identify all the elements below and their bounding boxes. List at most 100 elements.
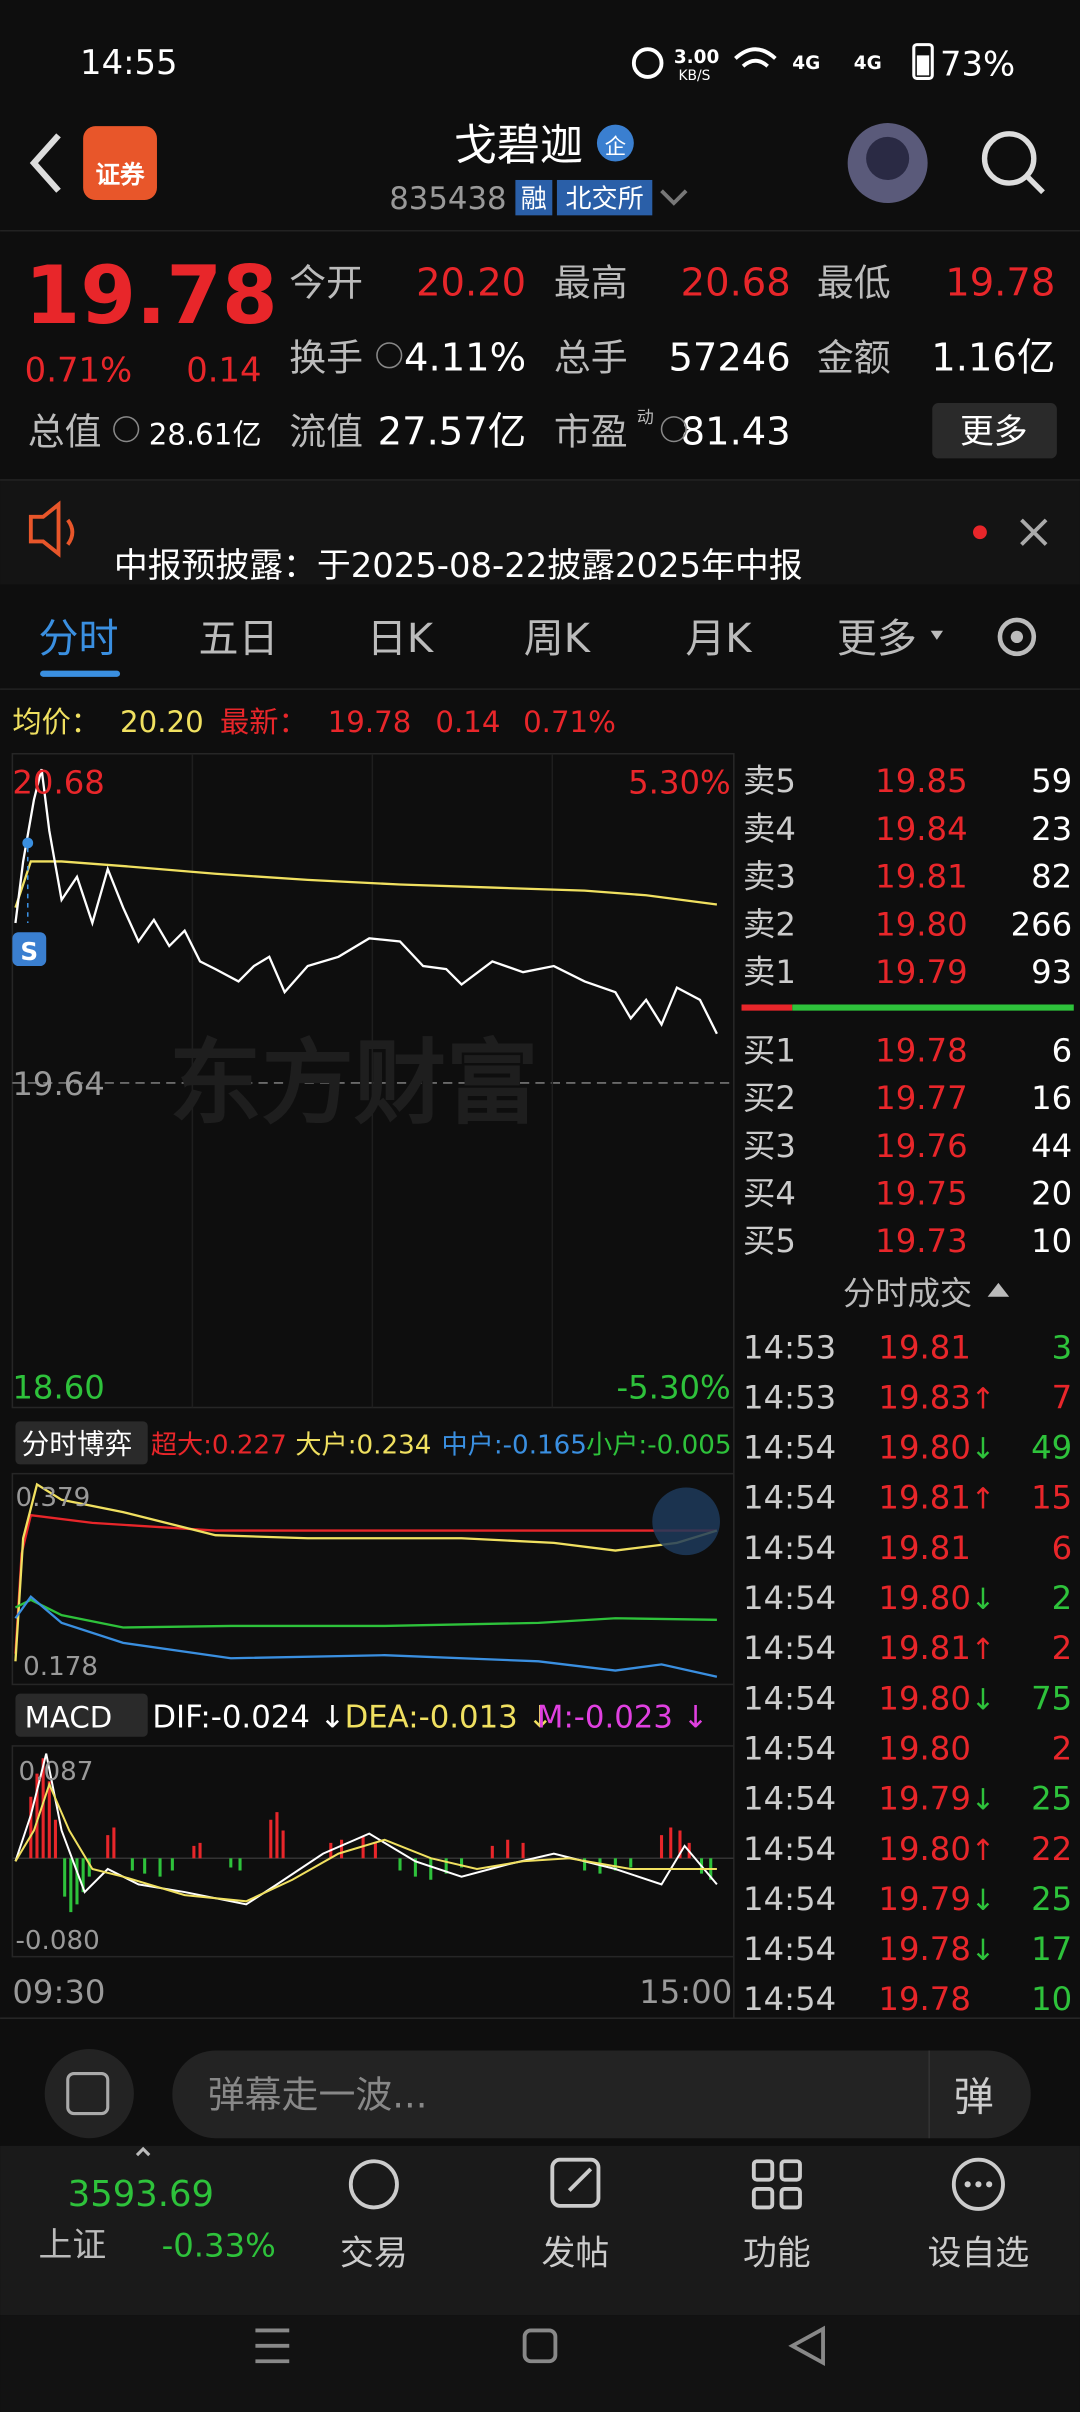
nav-label[interactable]: 设自选: [928, 2233, 1029, 2272]
order-price: 19.78: [875, 1031, 967, 1069]
tab[interactable]: 分时: [39, 616, 119, 662]
flow-item: 中户:-0.165: [442, 1431, 587, 1461]
badge-bg: [596, 124, 634, 162]
axis-low: 18.60: [12, 1368, 104, 1406]
nav-label[interactable]: 功能: [743, 2233, 811, 2272]
last-value: 19.78: [328, 705, 412, 739]
tab[interactable]: 周K: [524, 616, 592, 662]
system-back[interactable]: [788, 2325, 825, 2367]
trade-arrow: ↓: [971, 1582, 995, 1616]
info-icon[interactable]: [113, 416, 140, 443]
trades-title[interactable]: 分时成交: [843, 1274, 972, 1312]
comment-input[interactable]: [172, 2050, 1031, 2139]
system-menu[interactable]: [255, 2328, 290, 2364]
field-value: 57246: [668, 336, 790, 381]
search-button[interactable]: [981, 131, 1037, 186]
panel-bottom: 0.178: [23, 1652, 98, 1682]
net-unit: KB/S: [678, 68, 710, 84]
selector-bg[interactable]: [15, 1693, 148, 1737]
trade-time: 14:54: [743, 1780, 836, 1818]
trade-volume: 75: [1031, 1679, 1072, 1717]
system-home[interactable]: [522, 2328, 558, 2364]
caret: [660, 189, 688, 206]
panel-top: 0.379: [15, 1483, 90, 1513]
info-icon[interactable]: [660, 416, 687, 443]
order-label: 买4: [743, 1174, 796, 1212]
order-volume: 20: [1031, 1174, 1072, 1212]
sort-caret: [987, 1282, 1010, 1297]
trade-time: 14:54: [743, 1980, 836, 2018]
panel-top: 0.087: [19, 1757, 94, 1787]
more-button[interactable]: [932, 403, 1057, 459]
tab[interactable]: 五日: [199, 616, 279, 662]
logo[interactable]: [83, 126, 157, 200]
battery: 73%: [940, 44, 1015, 83]
nav-label[interactable]: 发帖: [542, 2233, 610, 2272]
field-label: 流值: [289, 411, 363, 454]
macd-item: DEA:-0.013 ↓: [345, 1699, 554, 1735]
dropdown-caret: [930, 630, 944, 640]
trade-arrow: ↓: [971, 1432, 995, 1466]
close-button[interactable]: [1020, 518, 1048, 546]
ratio-bar: [741, 1004, 793, 1011]
index-change[interactable]: -0.33%: [162, 2227, 276, 2265]
order-volume: 82: [1031, 858, 1072, 896]
wifi-icon: [734, 47, 777, 68]
tab[interactable]: 月K: [685, 616, 753, 662]
expand-button[interactable]: [652, 1487, 720, 1556]
comment-tool-button[interactable]: [44, 2048, 134, 2139]
settings-button[interactable]: [997, 617, 1037, 657]
trade-price: 19.80: [878, 1579, 970, 1617]
trade-arrow: ↓: [971, 1682, 995, 1716]
back-button[interactable]: [29, 133, 61, 193]
avg-line: [14, 860, 718, 908]
nav-icon[interactable]: [951, 2157, 1005, 2211]
marker-box: [12, 932, 47, 967]
trade-arrow: ↑: [971, 1482, 995, 1516]
field-label: 今开: [289, 261, 363, 304]
tab[interactable]: 日K: [367, 616, 435, 662]
comment-button[interactable]: 弹: [954, 2074, 994, 2120]
nav-label[interactable]: 交易: [340, 2233, 408, 2272]
axis-high: 20.68: [12, 764, 104, 802]
notice-text: 中报预披露：于2025-08-22披露2025年中报: [114, 546, 803, 585]
marker: S: [20, 937, 38, 966]
order-label: 买3: [743, 1127, 796, 1165]
panel-bottom: -0.080: [15, 1926, 99, 1956]
panel-selector[interactable]: 分时博弈: [22, 1428, 133, 1461]
index-value[interactable]: 3593.69: [68, 2174, 214, 2215]
field-value: 19.78: [945, 260, 1055, 305]
watermark: 东方财富: [169, 1029, 538, 1137]
tab[interactable]: 更多: [837, 616, 917, 662]
field-sup: 动: [637, 407, 654, 427]
trade-price: 19.79: [878, 1880, 970, 1918]
nav-icon[interactable]: [550, 2157, 601, 2208]
tag-bg: [556, 179, 653, 216]
tag: 北交所: [565, 185, 643, 215]
order-volume: 59: [1031, 762, 1072, 800]
trade-time: 14:54: [743, 1629, 836, 1667]
axis-high-pct: 5.30%: [628, 764, 731, 802]
index-name[interactable]: 上证: [39, 2226, 107, 2265]
field-label: 最高: [554, 261, 628, 304]
info-icon[interactable]: [376, 342, 403, 369]
panel-selector[interactable]: MACD: [25, 1700, 113, 1734]
order-label: 买1: [743, 1031, 796, 1069]
selector-bg[interactable]: [15, 1421, 148, 1465]
nav-icon[interactable]: [348, 2159, 399, 2210]
order-price: 19.80: [875, 905, 967, 943]
nav-icon[interactable]: [751, 2159, 802, 2210]
comment-placeholder[interactable]: 弹幕走一波...: [208, 2073, 428, 2116]
order-volume: 93: [1031, 953, 1072, 991]
price: 19.78: [25, 249, 278, 342]
trade-price: 19.78: [878, 1980, 970, 2018]
order-label: 卖2: [743, 905, 796, 943]
order-volume: 23: [1031, 810, 1072, 848]
trade-price: 19.80: [878, 1729, 970, 1767]
order-price: 19.73: [875, 1222, 967, 1260]
more-label[interactable]: 更多: [960, 412, 1028, 451]
trade-volume: 22: [1031, 1830, 1072, 1868]
trade-volume: 6: [1052, 1529, 1073, 1567]
trade-arrow: ↑: [971, 1632, 995, 1666]
